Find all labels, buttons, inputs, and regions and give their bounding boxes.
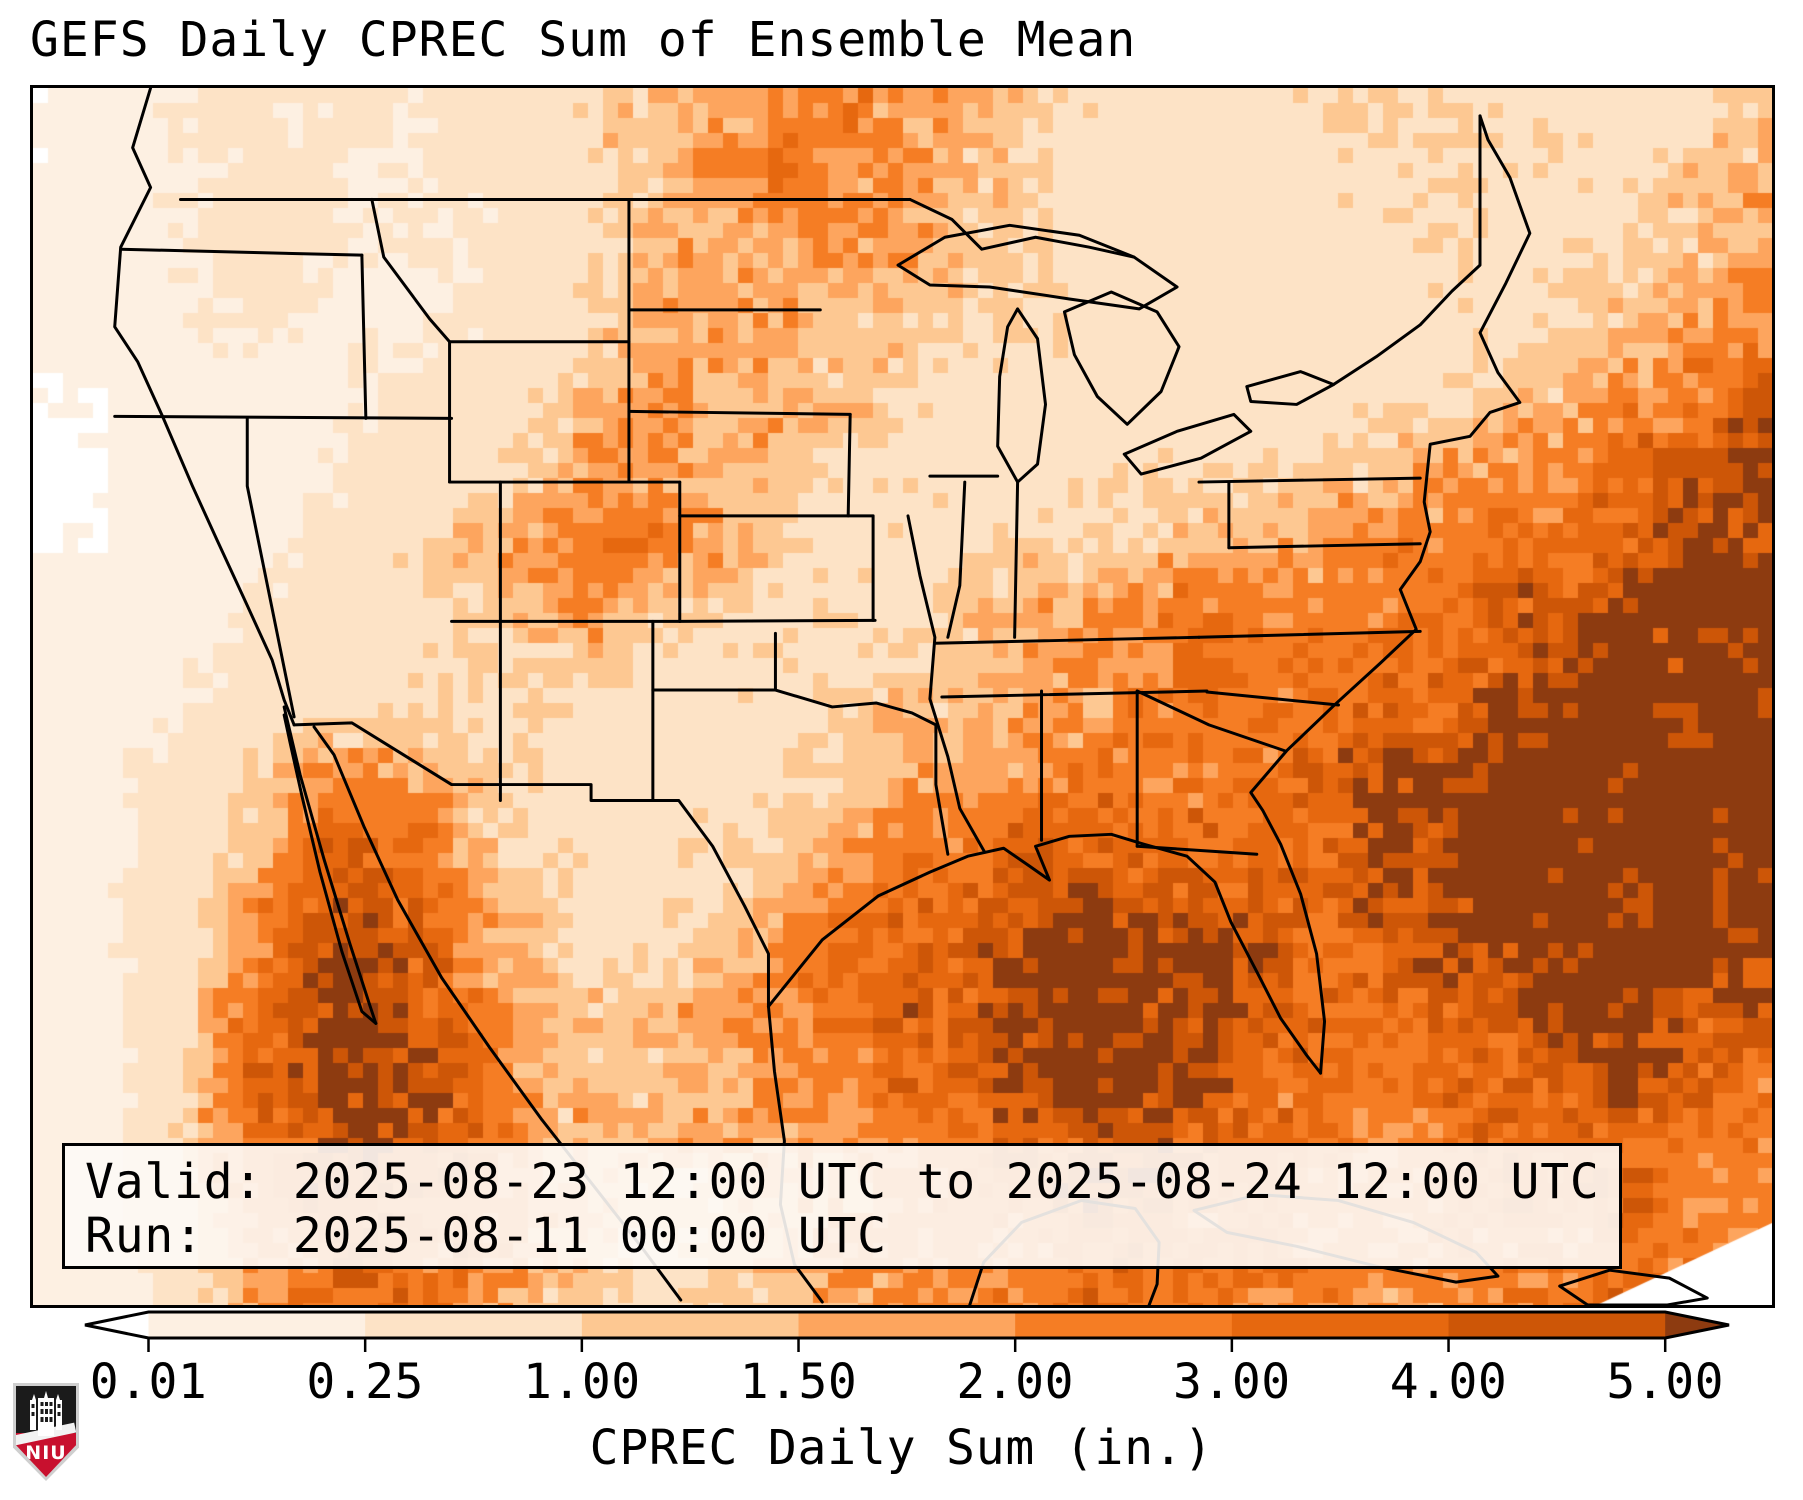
boundary-line	[282, 705, 378, 1025]
colorbar-segment	[1231, 1312, 1450, 1338]
boundary-line	[996, 307, 1048, 484]
boundary-line	[360, 253, 368, 420]
plot-title: GEFS Daily CPREC Sum of Ensemble Mean	[30, 12, 1137, 68]
boundary-line	[370, 197, 452, 344]
boundary-line	[946, 480, 967, 639]
colorbar-segment	[798, 1312, 1016, 1338]
colorbar-tick-label: 3.00	[1173, 1354, 1291, 1410]
precip-heatmap-canvas	[33, 88, 1772, 1305]
boundary-line	[846, 412, 852, 518]
colorbar-segment	[1015, 1312, 1233, 1338]
colorbar-segment	[1448, 1312, 1666, 1338]
valid-run-info-box: Valid: 2025-08-23 12:00 UTC to 2025-08-2…	[62, 1143, 1622, 1269]
boundary-line	[1062, 290, 1181, 426]
colorbar-under-arrow	[85, 1312, 149, 1338]
colorbar-segment	[365, 1312, 583, 1338]
boundary-line	[1205, 690, 1340, 707]
boundary-line	[678, 618, 877, 623]
colorbar-tick-label: 5.00	[1606, 1354, 1724, 1410]
boundary-line	[1332, 114, 1482, 387]
valid-time-text: Valid: 2025-08-23 12:00 UTC to 2025-08-2…	[85, 1154, 1600, 1210]
boundary-line	[1135, 844, 1259, 856]
boundary-line	[766, 832, 1323, 1075]
colorbar-tick-labels: 0.01 0.25 1.00 1.50 2.00 3.00 4.00 5.00	[0, 1354, 1803, 1410]
boundary-line	[896, 223, 1179, 311]
colorbar-axis-label: CPREC Daily Sum (in.)	[589, 1420, 1214, 1476]
colorbar-tick-label: 1.00	[523, 1354, 641, 1410]
niu-logo: NIU	[13, 1383, 79, 1481]
niu-shield: NIU	[16, 1386, 76, 1477]
colorbar-segment	[148, 1312, 366, 1338]
boundary-line	[651, 631, 777, 692]
boundary-line	[1227, 542, 1422, 550]
boundary-line	[282, 713, 378, 1025]
boundary-line	[1249, 114, 1532, 1075]
boundary-line	[113, 414, 454, 420]
map-frame	[30, 85, 1775, 1308]
geo-boundaries-overlay	[113, 88, 1709, 1305]
boundary-line	[906, 514, 987, 854]
boundary-line	[292, 721, 770, 1008]
colorbar-tick-label: 0.01	[89, 1354, 208, 1410]
colorbar-tick-label: 1.50	[739, 1354, 858, 1410]
colorbar-tick-label: 0.25	[306, 1354, 424, 1410]
boundary-line	[773, 688, 950, 856]
boundary-line	[627, 409, 852, 416]
boundary-line	[1558, 1268, 1709, 1305]
colorbar-segment	[581, 1312, 800, 1338]
boundary-line	[1122, 412, 1253, 476]
colorbar-tick-label: 4.00	[1389, 1354, 1508, 1410]
boundary-line	[1013, 480, 1020, 639]
boundary-line	[245, 416, 296, 719]
colorbar	[84, 1310, 1730, 1352]
colorbar-over-arrow	[1665, 1312, 1729, 1338]
boundary-line	[1135, 689, 1287, 753]
boundary-line	[1197, 476, 1422, 484]
boundary-line	[113, 88, 296, 727]
boundary-line	[1245, 370, 1336, 406]
boundary-line	[940, 689, 1209, 699]
boundary-line	[908, 197, 1136, 259]
niu-logo-text: NIU	[25, 1442, 67, 1465]
run-time-text: Run: 2025-08-11 00:00 UTC	[85, 1207, 887, 1264]
niu-castle-icon	[30, 1391, 62, 1436]
boundary-line	[1197, 629, 1422, 639]
boundary-line	[119, 247, 364, 257]
boundary-line	[933, 635, 1201, 645]
colorbar-tick-label: 2.00	[956, 1354, 1074, 1410]
